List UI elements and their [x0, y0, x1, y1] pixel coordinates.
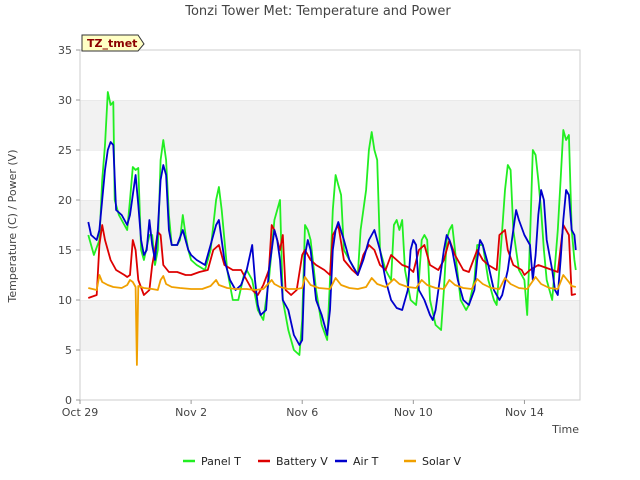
grid-band — [80, 200, 580, 250]
grid-band — [80, 350, 580, 400]
y-tick-label: 5 — [65, 344, 72, 357]
chart-title: Tonzi Tower Met: Temperature and Power — [184, 4, 451, 19]
legend-label: Battery V — [276, 455, 328, 468]
y-tick-label: 15 — [58, 244, 72, 257]
y-tick-label: 0 — [65, 394, 72, 407]
y-axis-label: Temperature (C) / Power (V) — [6, 149, 19, 303]
x-tick-label: Nov 14 — [505, 406, 544, 419]
station-badge: TZ_tmet — [81, 34, 145, 52]
x-axis-ticks: Oct 29 Nov 2 Nov 6 Nov 10 Nov 14 — [62, 400, 544, 419]
grid-band — [80, 150, 580, 200]
y-tick-label: 20 — [58, 194, 72, 207]
series-line-panel-t — [87, 91, 577, 356]
series-line-battery-v — [87, 224, 577, 299]
legend-label: Panel T — [201, 455, 241, 468]
legend: Panel T Battery V Air T Solar V — [183, 455, 462, 468]
grid-band — [80, 100, 580, 150]
legend-label: Air T — [353, 455, 379, 468]
y-tick-label: 25 — [58, 144, 72, 157]
x-tick-label: Nov 2 — [175, 406, 207, 419]
x-tick-label: Nov 10 — [394, 406, 433, 419]
station-badge-label: TZ_tmet — [87, 37, 137, 50]
grid-band — [80, 50, 580, 100]
x-tick-label: Nov 6 — [286, 406, 318, 419]
x-axis-label: Time — [551, 423, 579, 436]
plot-frame — [79, 49, 581, 401]
y-axis-ticks: 0 5 10 15 20 25 30 35 — [58, 44, 80, 407]
series-line-air-t — [87, 141, 577, 346]
station-badge-shape — [81, 34, 145, 52]
y-tick-label: 30 — [58, 94, 72, 107]
legend-label: Solar V — [422, 455, 462, 468]
series-lines — [87, 91, 577, 366]
y-tick-label: 35 — [58, 44, 72, 57]
y-tick-label: 10 — [58, 294, 72, 307]
series-line-solar-v — [88, 274, 577, 366]
grid-bands — [80, 49, 580, 400]
x-tick-label: Oct 29 — [62, 406, 99, 419]
